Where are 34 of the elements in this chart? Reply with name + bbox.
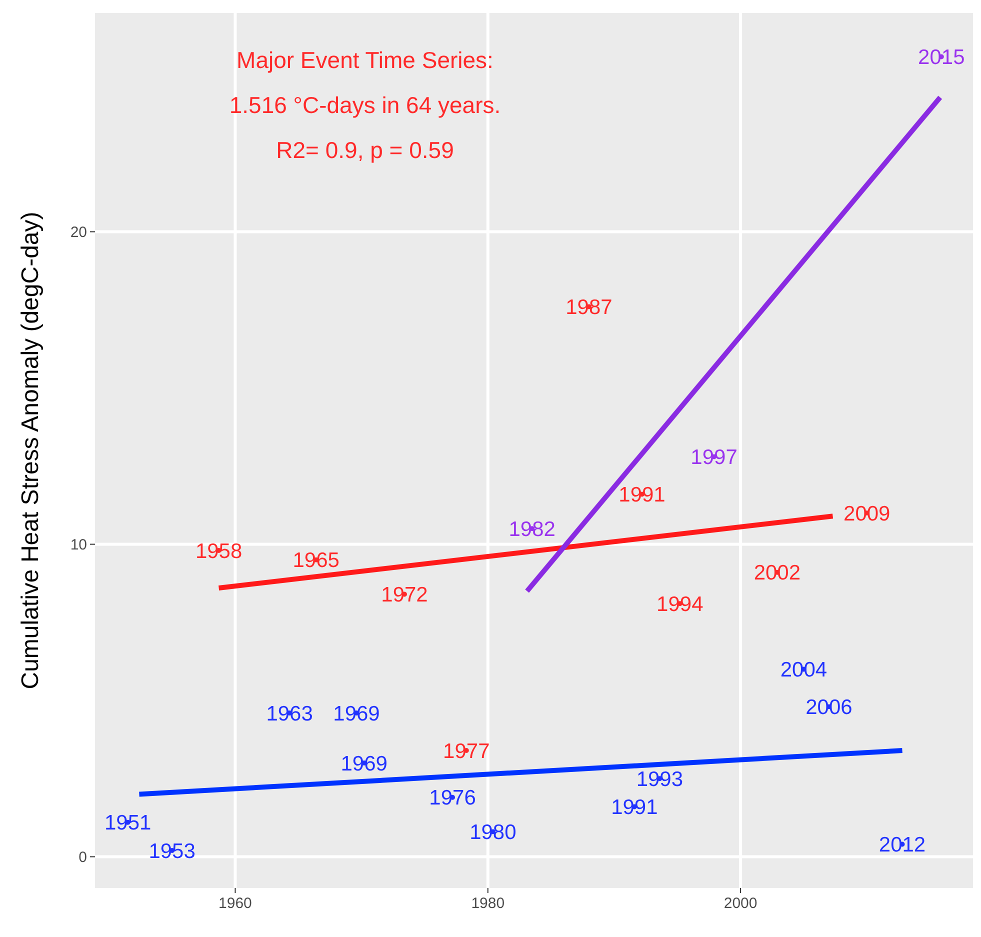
annotation: 1980 <box>470 821 516 844</box>
annotation: 1969 <box>333 702 380 726</box>
annotation: 1976 <box>429 786 476 810</box>
annotation: 1.516 °C-days in 64 years. <box>229 92 501 118</box>
annotation: 1997 <box>690 446 738 470</box>
x-tick-label: 1960 <box>218 895 252 912</box>
annotation: 2002 <box>754 562 801 585</box>
annotation: 1994 <box>656 592 704 616</box>
annotation: 1977 <box>443 740 490 763</box>
annotation: 2004 <box>780 658 828 682</box>
y-axis-title: Cumulative Heat Stress Anomaly (degC-day) <box>17 212 44 690</box>
y-tick-label: 20 <box>70 224 87 241</box>
annotation: 2006 <box>806 696 852 720</box>
annotation: 1991 <box>618 484 666 507</box>
annotation: R2= 0.9, p = 0.59 <box>276 137 454 163</box>
annotation: 1991 <box>611 796 658 820</box>
annotation: 1963 <box>266 702 313 726</box>
y-tick-label: 10 <box>70 536 87 554</box>
annotation: 1972 <box>381 584 428 607</box>
annotation: 1965 <box>292 549 340 572</box>
annotation: 2015 <box>918 46 965 70</box>
annotation: 1969 <box>340 752 388 776</box>
annotation: 2009 <box>844 502 890 526</box>
annotation: 1958 <box>195 540 242 563</box>
x-tick-label: 1980 <box>471 895 505 912</box>
annotation: 1987 <box>566 296 612 320</box>
annotation: 1953 <box>148 840 196 863</box>
annotation: 2012 <box>878 834 926 857</box>
annotation: Major Event Time Series: <box>236 47 494 73</box>
annotation: 1951 <box>104 812 152 835</box>
y-tick-label: 0 <box>78 849 87 866</box>
x-tick-label: 2000 <box>724 895 758 912</box>
annotation: 1982 <box>508 518 556 541</box>
annotation: 1993 <box>636 768 684 791</box>
